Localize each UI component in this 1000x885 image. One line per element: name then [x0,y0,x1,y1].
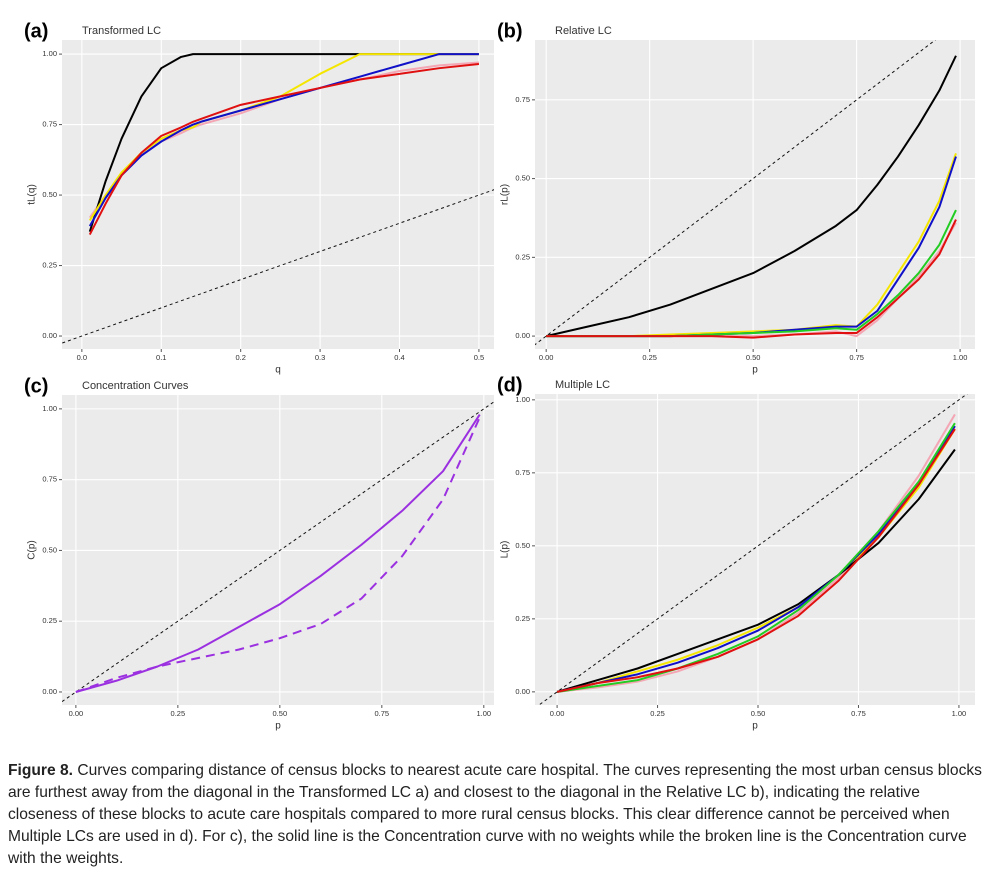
x-tick-label: 0.00 [550,709,565,718]
x-tick-label: 0.0 [77,353,87,362]
panel-label: (b) [497,20,523,42]
y-tick-label: 0.75 [42,120,57,129]
x-tick-label: 0.25 [642,353,657,362]
panel-label: (a) [24,20,48,42]
panel-title: Concentration Curves [82,380,189,392]
plot-background [62,40,494,349]
x-tick-label: 1.00 [953,353,968,362]
x-tick-label: 0.1 [156,353,166,362]
y-tick-label: 0.25 [515,614,530,623]
x-tick-label: 1.00 [952,709,967,718]
x-tick-label: 0.50 [751,709,766,718]
series-line [546,219,957,339]
x-tick-label: 0.25 [171,709,186,718]
plot-background [535,394,975,705]
x-tick-label: 0.75 [849,353,864,362]
y-tick-label: 0.75 [515,468,530,477]
x-tick-label: 0.4 [394,353,404,362]
y-tick-label: 0.00 [515,687,530,696]
caption: Figure 8. Curves comparing distance of c… [8,760,993,870]
plot-background [535,40,975,349]
series-line [556,448,956,693]
panel-label: (c) [24,375,48,397]
y-tick-label: 0.00 [515,331,530,340]
x-tick-label: 0.3 [315,353,325,362]
series-line [556,425,956,693]
y-tick-label: 0.00 [42,687,57,696]
y-tick-label: 0.50 [42,545,57,554]
y-tick-label: 0.00 [42,331,57,340]
y-tick-label: 0.25 [515,252,530,261]
x-axis-label: p [275,721,281,732]
x-axis-label: q [275,365,281,376]
y-axis-label: C(p) [27,540,38,559]
y-axis-label: rL(p) [500,184,511,205]
diagonal-reference [538,394,968,705]
x-tick-label: 0.75 [851,709,866,718]
x-tick-label: 0.50 [746,353,761,362]
y-tick-label: 0.75 [515,95,530,104]
caption-label: Figure 8. [8,762,73,779]
x-tick-label: 0.75 [375,709,390,718]
series-line [88,62,480,235]
y-tick-label: 0.25 [42,616,57,625]
series-line [75,416,481,693]
x-tick-label: 0.5 [474,353,484,362]
x-tick-label: 0.50 [273,709,288,718]
x-tick-label: 0.2 [235,353,245,362]
x-tick-label: 0.00 [539,353,554,362]
x-axis-label: p [752,365,758,376]
y-tick-label: 0.50 [515,541,530,550]
panel-title: Transformed LC [82,25,161,37]
x-tick-label: 0.25 [650,709,665,718]
x-tick-label: 1.00 [476,709,491,718]
y-tick-label: 1.00 [42,404,57,413]
x-axis-label: p [752,721,758,732]
y-axis-label: L(p) [500,541,511,559]
y-tick-label: 0.50 [42,190,57,199]
figure: (a) Transformed LC 0.0 0.1 0.2 0.3 0.4 0.5 0.00 0… [24,20,975,732]
panel-title: Relative LC [555,25,612,37]
y-tick-label: 0.75 [42,475,57,484]
caption-text: Curves comparing distance of census bloc… [8,762,982,867]
panel-title: Multiple LC [555,379,610,391]
y-tick-label: 1.00 [42,49,57,58]
series-line [545,55,957,338]
x-tick-label: 0.00 [69,709,84,718]
y-tick-label: 0.50 [515,174,530,183]
y-tick-label: 0.25 [42,261,57,270]
diagonal-reference [62,401,494,703]
y-axis-label: tL(q) [27,184,38,205]
panel-label: (d) [497,374,523,396]
series-line [75,413,481,693]
series-line [556,428,956,693]
series-line [556,422,956,693]
y-tick-label: 1.00 [515,395,530,404]
